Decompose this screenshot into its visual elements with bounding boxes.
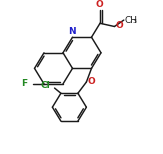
Text: N: N xyxy=(68,27,75,36)
Text: O: O xyxy=(95,0,103,9)
Text: Cl: Cl xyxy=(41,81,51,90)
Text: CH: CH xyxy=(125,16,138,25)
Text: O: O xyxy=(115,21,123,30)
Text: O: O xyxy=(88,77,96,86)
Text: F: F xyxy=(22,79,28,88)
Text: 3: 3 xyxy=(133,19,137,24)
